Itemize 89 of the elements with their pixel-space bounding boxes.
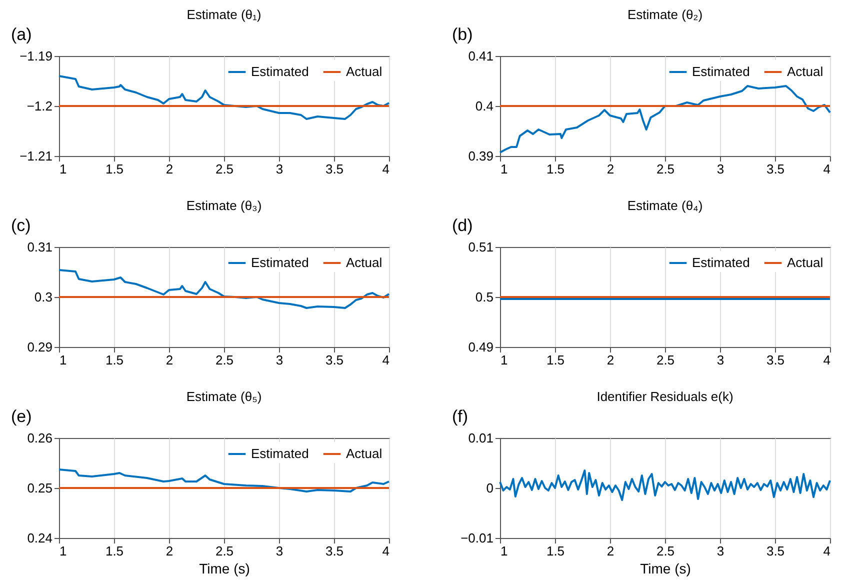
chart-title: Estimate (θ₁) xyxy=(186,7,262,22)
legend-label: Estimated xyxy=(251,255,309,270)
x-tick-label: 2 xyxy=(166,162,174,176)
x-tick-label: 2 xyxy=(606,162,614,176)
legend-label: Estimated xyxy=(692,255,750,270)
x-tick-label: 2.5 xyxy=(215,352,234,368)
legend-label: Actual xyxy=(346,446,382,461)
text: (c) xyxy=(11,216,31,235)
x-tick-label: 1 xyxy=(500,162,508,176)
legend-label: Estimated xyxy=(251,446,309,461)
x-tick-label: 3 xyxy=(276,352,284,368)
x-tick-label: 4 xyxy=(823,162,830,176)
x-axis-title: Time (s) xyxy=(199,560,250,576)
y-tick-label: 0.51 xyxy=(468,240,494,254)
x-tick-label: 2.5 xyxy=(656,162,675,176)
legend-label: Actual xyxy=(787,64,824,79)
y-tick-label: 0.25 xyxy=(27,480,52,496)
x-tick-label: 3.5 xyxy=(325,544,344,558)
line-series xyxy=(499,85,831,154)
x-tick-label: 3 xyxy=(716,162,724,176)
y-tick-label: 0.49 xyxy=(468,340,494,354)
x-tick-label: 3.5 xyxy=(766,162,785,176)
x-tick-label: 3 xyxy=(716,544,724,558)
chart-title: Estimate (θ₃) xyxy=(186,198,262,213)
x-tick-label: 3.5 xyxy=(766,544,785,558)
chart-title: Identifier Residuals e(k) xyxy=(596,389,734,404)
x-tick-label: 1.5 xyxy=(105,162,124,176)
x-tick-label: 1.5 xyxy=(546,162,565,176)
line-series xyxy=(58,75,390,120)
y-tick-label: 0.31 xyxy=(27,240,52,254)
chart-title: Estimate (θ₄) xyxy=(627,198,703,213)
x-axis-title: Time (s) xyxy=(640,560,691,576)
legend-label: Actual xyxy=(787,255,824,270)
x-tick-label: 1 xyxy=(500,544,508,558)
text: (f) xyxy=(452,407,468,426)
x-tick-label: 3.5 xyxy=(325,352,344,368)
legend-label: Actual xyxy=(346,64,382,79)
text: (a) xyxy=(11,25,32,44)
y-tick-label: −0.01 xyxy=(460,530,494,546)
y-tick-label: −1.21 xyxy=(20,148,52,164)
y-tick-label: 0.29 xyxy=(27,340,52,354)
y-tick-label: 0.01 xyxy=(468,430,494,446)
x-tick-label: 1.5 xyxy=(105,352,124,368)
x-tick-label: 3 xyxy=(716,352,724,368)
x-tick-label: 2.5 xyxy=(656,352,675,368)
text: (b) xyxy=(452,25,473,44)
x-tick-label: 3.5 xyxy=(325,162,344,176)
x-tick-label: 1 xyxy=(60,162,67,176)
y-tick-label: 0.39 xyxy=(468,148,494,164)
x-tick-label: 2 xyxy=(166,352,174,368)
x-tick-label: 2.5 xyxy=(656,544,675,558)
y-tick-label: 0.24 xyxy=(27,530,52,546)
x-tick-label: 1 xyxy=(500,352,508,368)
line-series xyxy=(58,269,390,309)
x-tick-label: 4 xyxy=(382,544,390,558)
text: (e) xyxy=(11,407,32,426)
y-tick-label: 0 xyxy=(486,480,494,496)
x-tick-label: 4 xyxy=(823,352,830,368)
y-tick-label: 0.5 xyxy=(475,290,494,304)
x-tick-label: 2 xyxy=(606,544,614,558)
x-tick-label: 4 xyxy=(823,544,830,558)
chart-title: Estimate (θ₅) xyxy=(186,389,262,404)
legend-label: Actual xyxy=(346,255,382,270)
legend-label: Estimated xyxy=(692,64,750,79)
x-tick-label: 3 xyxy=(276,544,284,558)
x-tick-label: 1.5 xyxy=(546,544,565,558)
line-series xyxy=(499,470,831,501)
x-tick-label: 4 xyxy=(382,352,390,368)
y-tick-label: −1.19 xyxy=(20,48,52,64)
x-tick-label: 1.5 xyxy=(105,544,124,558)
y-tick-label: 0.4 xyxy=(475,98,494,114)
x-tick-label: 1 xyxy=(60,544,67,558)
x-tick-label: 2 xyxy=(606,352,614,368)
chart-title: Estimate (θ₂) xyxy=(627,7,703,22)
x-tick-label: 3 xyxy=(276,162,284,176)
x-tick-label: 2.5 xyxy=(215,162,234,176)
y-tick-label: 0.3 xyxy=(34,290,52,304)
y-tick-label: −1.2 xyxy=(26,98,52,114)
x-tick-label: 1.5 xyxy=(546,352,565,368)
x-tick-label: 3.5 xyxy=(766,352,785,368)
text: (d) xyxy=(452,216,473,235)
y-tick-label: 0.41 xyxy=(468,48,494,64)
legend-label: Estimated xyxy=(251,64,309,79)
x-tick-label: 2.5 xyxy=(215,544,234,558)
y-tick-label: 0.26 xyxy=(27,430,52,446)
x-tick-label: 2 xyxy=(166,544,174,558)
x-tick-label: 4 xyxy=(382,162,390,176)
x-tick-label: 1 xyxy=(60,352,67,368)
line-series xyxy=(58,468,390,492)
